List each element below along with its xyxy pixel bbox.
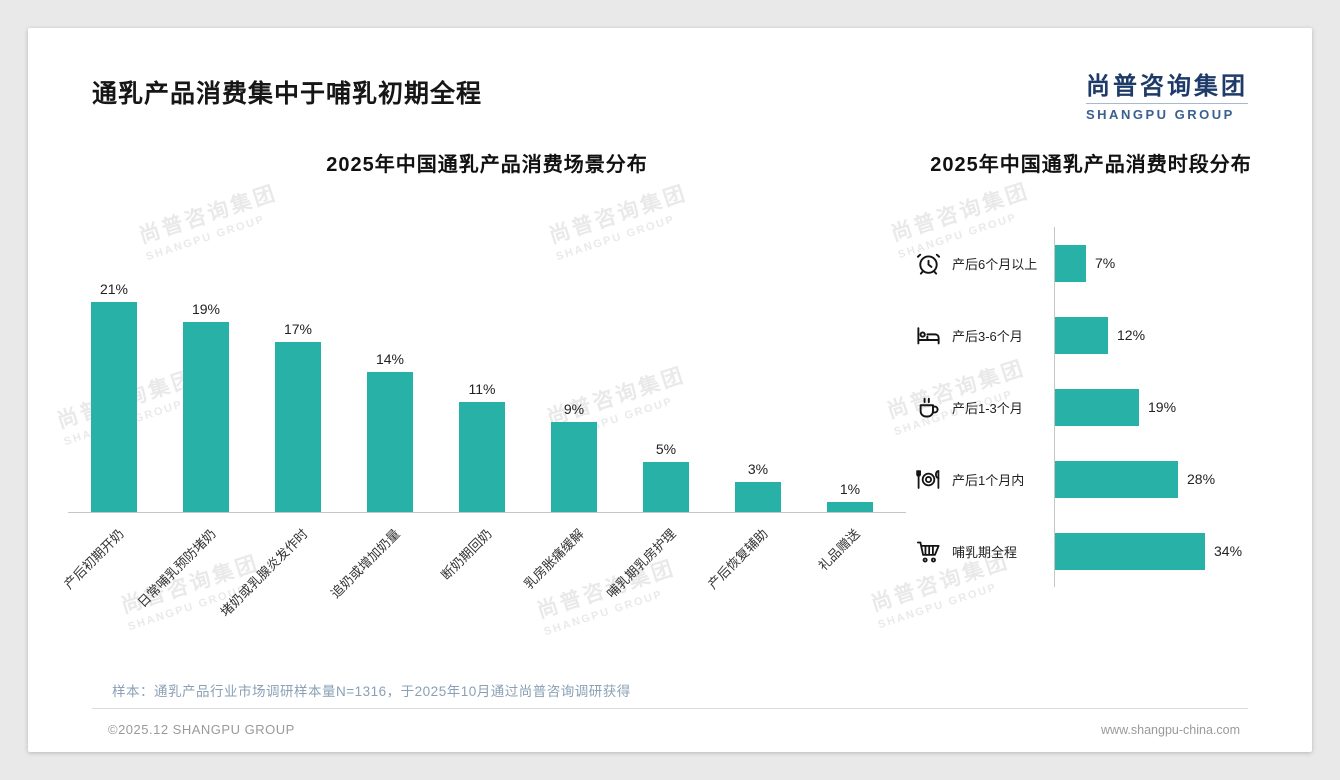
period-label: 哺乳期全程 xyxy=(952,544,1018,560)
bar xyxy=(367,372,413,512)
bar xyxy=(1055,460,1178,498)
left-chart-title: 2025年中国通乳产品消费场景分布 xyxy=(326,154,648,176)
bar xyxy=(735,482,781,512)
bed-icon xyxy=(910,322,946,349)
period-distribution-chart: 2025年中国通乳产品消费时段分布 产后6个月以上 7% 产后3-6个月 12% 产后1… xyxy=(906,148,1272,587)
horizontal-bar-plot: 产后6个月以上 7% 产后3-6个月 12% 产后1-3个月 19% 产后1个月内 28% 哺乳… xyxy=(910,227,1272,587)
bar-value-label: 11% xyxy=(468,381,496,397)
bar xyxy=(643,462,689,512)
bar-value-label: 1% xyxy=(839,481,861,497)
website: www.shangpu-china.com xyxy=(1101,722,1240,737)
page-title: 通乳产品消费集中于哺乳初期全程 xyxy=(92,80,483,108)
bar-category-label: 乳房胀痛缓解 xyxy=(520,526,587,592)
period-label: 产后1-3个月 xyxy=(952,400,1023,416)
bar-zone: 28% xyxy=(1054,443,1272,515)
bar-value-label: 17% xyxy=(283,321,313,337)
bar-value-label: 12% xyxy=(1117,327,1146,343)
bar-column: 9% 乳房胀痛缓解 xyxy=(521,261,620,592)
scene-distribution-chart: 2025年中国通乳产品消费场景分布 21% 产后初期开奶 19% 日常哺乳预防堵奶 17… xyxy=(61,148,906,619)
bar-value-label: 5% xyxy=(655,441,677,457)
alarm-clock-icon xyxy=(910,250,946,277)
dining-icon xyxy=(910,466,946,493)
period-row: 产后3-6个月 12% xyxy=(910,299,1272,371)
bar xyxy=(1055,388,1139,426)
bar-value-label: 14% xyxy=(375,351,405,367)
coffee-icon xyxy=(910,394,946,421)
bar-column: 3% 产后恢复辅助 xyxy=(705,261,804,592)
bar xyxy=(459,402,505,512)
footer: ©2025.12 SHANGPU GROUP www.shangpu-china… xyxy=(108,722,1240,737)
bar xyxy=(1055,532,1205,570)
bar-value-label: 19% xyxy=(191,301,221,317)
company-logo: 尚普咨询集团 SHANGPU GROUP xyxy=(1086,66,1248,122)
bar-category-label: 产后初期开奶 xyxy=(60,526,127,592)
period-row: 哺乳期全程 34% xyxy=(910,515,1272,587)
bar-value-label: 19% xyxy=(1148,399,1177,415)
cart-icon xyxy=(910,538,946,565)
header: 通乳产品消费集中于哺乳初期全程 尚普咨询集团 SHANGPU GROUP xyxy=(28,28,1312,122)
bar-column: 1% 礼品赠送 xyxy=(804,261,896,574)
bar-category-label: 产后恢复辅助 xyxy=(704,526,771,592)
bar-column: 14% 追奶或增加奶量 xyxy=(328,261,436,601)
slide: 尚普咨询集团 SHANGPU GROUP 尚普咨询集团 SHANGPU GROUP 尚普… xyxy=(28,28,1312,752)
bar-zone: 12% xyxy=(1054,299,1272,371)
sample-note: 样本：通乳产品行业市场调研样本量N=1316，于2025年10月通过尚普咨询调研… xyxy=(112,684,631,699)
bar-value-label: 28% xyxy=(1187,471,1216,487)
bar xyxy=(183,322,229,512)
bar xyxy=(827,502,873,512)
period-row: 产后1个月内 28% xyxy=(910,443,1272,515)
right-chart-title: 2025年中国通乳产品消费时段分布 xyxy=(930,154,1252,176)
bar-value-label: 9% xyxy=(563,401,585,417)
bar-zone: 34% xyxy=(1054,515,1272,587)
charts-area: 2025年中国通乳产品消费场景分布 21% 产后初期开奶 19% 日常哺乳预防堵奶 17… xyxy=(28,148,1312,619)
copyright: ©2025.12 SHANGPU GROUP xyxy=(108,722,295,737)
period-label: 产后6个月以上 xyxy=(952,256,1038,272)
period-label: 产后3-6个月 xyxy=(952,328,1023,344)
bar-category-label: 礼品赠送 xyxy=(815,526,863,574)
bar xyxy=(91,302,137,512)
bar-zone: 7% xyxy=(1054,227,1272,299)
bar xyxy=(275,342,321,512)
bar xyxy=(551,422,597,512)
period-row: 产后6个月以上 7% xyxy=(910,227,1272,299)
bar xyxy=(1055,244,1086,282)
bar-column: 5% 哺乳期乳房护理 xyxy=(604,261,712,601)
bar xyxy=(1055,316,1108,354)
bar-value-label: 21% xyxy=(99,281,129,297)
bar-category-label: 断奶期回奶 xyxy=(438,526,495,583)
bar-value-label: 7% xyxy=(1095,255,1116,271)
period-label: 产后1个月内 xyxy=(952,472,1025,488)
bar-zone: 19% xyxy=(1054,371,1272,443)
period-row: 产后1-3个月 19% xyxy=(910,371,1272,443)
logo-text-cn: 尚普咨询集团 xyxy=(1086,73,1248,100)
footer-divider xyxy=(92,708,1248,709)
bar-column: 11% 断奶期回奶 xyxy=(436,261,528,583)
bar-value-label: 3% xyxy=(747,461,769,477)
vertical-bar-plot: 21% 产后初期开奶 19% 日常哺乳预防堵奶 17% 堵奶或乳腺炎发作时 14% 追奶或增加… xyxy=(61,261,906,619)
logo-text-en: SHANGPU GROUP xyxy=(1086,103,1248,122)
bar-column: 19% 日常哺乳预防堵奶 xyxy=(135,261,252,610)
bar-column: 17% 堵奶或乳腺炎发作时 xyxy=(217,261,344,619)
bar-column: 21% 产后初期开奶 xyxy=(61,261,160,592)
bar-value-label: 34% xyxy=(1214,543,1243,559)
